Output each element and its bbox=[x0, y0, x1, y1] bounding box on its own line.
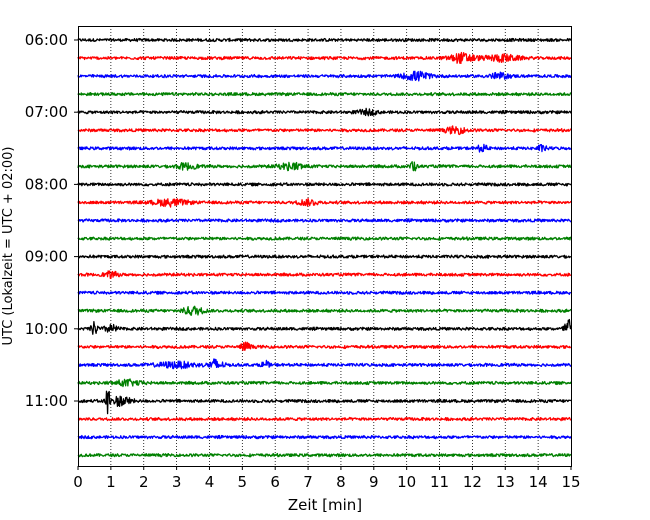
x-tick-label: 13 bbox=[496, 473, 515, 491]
seismic-trace bbox=[78, 291, 571, 294]
y-tick-label: 10:00 bbox=[25, 320, 68, 338]
seismic-trace bbox=[78, 219, 571, 222]
seismic-trace bbox=[78, 108, 571, 115]
x-tick-label: 10 bbox=[397, 473, 416, 491]
x-axis: 0 1 2 3 4 5 6 7 8 9 10 11 12 13 14 15 bbox=[73, 466, 580, 491]
seismic-trace bbox=[78, 93, 571, 96]
seismic-trace bbox=[78, 255, 571, 258]
y-tick-label: 07:00 bbox=[25, 103, 68, 121]
x-tick-label: 3 bbox=[172, 473, 182, 491]
seismic-trace bbox=[78, 271, 571, 278]
y-axis-label: UTC (Lokalzeit = UTC + 02:00) bbox=[1, 147, 16, 346]
y-tick-label: 09:00 bbox=[25, 248, 68, 266]
seismic-trace bbox=[78, 320, 571, 335]
y-tick-label: 11:00 bbox=[25, 392, 68, 410]
seismic-trace bbox=[78, 306, 571, 315]
x-tick-label: 2 bbox=[139, 473, 149, 491]
x-axis-label: Zeit [min] bbox=[288, 496, 362, 514]
seismic-trace bbox=[78, 379, 571, 387]
seismic-trace bbox=[78, 435, 571, 438]
seismic-trace bbox=[78, 162, 571, 171]
x-tick-label: 8 bbox=[336, 473, 346, 491]
seismic-trace bbox=[78, 417, 571, 420]
seismic-trace bbox=[78, 144, 571, 152]
seismic-trace bbox=[78, 454, 571, 457]
x-tick-label: 1 bbox=[106, 473, 116, 491]
x-tick-label: 6 bbox=[270, 473, 280, 491]
seismic-trace bbox=[78, 38, 571, 41]
x-tick-label: 12 bbox=[463, 473, 482, 491]
x-tick-label: 5 bbox=[238, 473, 248, 491]
x-tick-label: 7 bbox=[303, 473, 313, 491]
y-tick-label: 06:00 bbox=[25, 31, 68, 49]
x-tick-label: 9 bbox=[369, 473, 379, 491]
y-axis: 06:00 07:00 08:00 09:00 10:00 11:00 bbox=[25, 31, 78, 410]
x-tick-label: 15 bbox=[561, 473, 580, 491]
x-tick-label: 14 bbox=[529, 473, 548, 491]
seismic-trace bbox=[78, 391, 571, 413]
seismic-trace bbox=[78, 53, 571, 64]
seismic-trace bbox=[78, 183, 571, 186]
y-tick-label: 08:00 bbox=[25, 175, 68, 193]
seismic-trace bbox=[78, 237, 571, 240]
x-tick-label: 0 bbox=[73, 473, 83, 491]
traces-layer bbox=[78, 38, 571, 456]
x-tick-label: 4 bbox=[205, 473, 215, 491]
seismic-trace bbox=[78, 126, 571, 135]
seismic-trace bbox=[78, 71, 571, 81]
seismic-trace bbox=[78, 359, 571, 369]
x-tick-label: 11 bbox=[430, 473, 449, 491]
seismic-trace bbox=[78, 199, 571, 208]
seismic-trace bbox=[78, 342, 571, 350]
